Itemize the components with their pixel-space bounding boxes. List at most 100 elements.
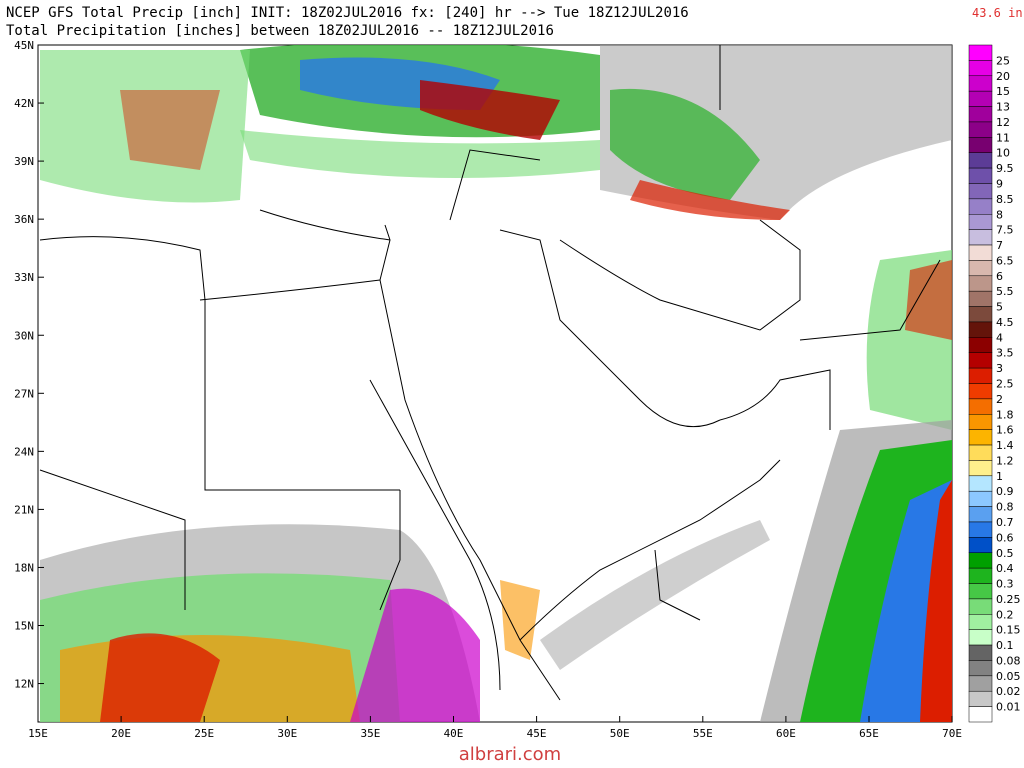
- legend-swatch: [968, 614, 993, 630]
- lat-label: 24N: [14, 445, 34, 458]
- legend-swatch: [968, 275, 993, 292]
- lat-label: 12N: [14, 678, 34, 691]
- lon-labels: 15E 20E 25E 30E 35E 40E 45E 50E 55E 60E 65E 70E: [28, 716, 962, 740]
- lon-label: 45E: [527, 727, 547, 740]
- legend-swatch: [968, 398, 993, 415]
- lat-label: 18N: [14, 561, 34, 574]
- lon-label: 20E: [111, 727, 131, 740]
- lat-label: 27N: [14, 387, 34, 400]
- legend-label: 9: [996, 177, 1003, 190]
- legend-swatch: [968, 598, 993, 615]
- legend-swatch: [968, 414, 993, 430]
- legend-label: 7.5: [996, 224, 1014, 237]
- lat-label: 33N: [14, 271, 34, 284]
- legend-label: 1: [996, 470, 1003, 483]
- legend-swatch: [968, 152, 993, 169]
- legend-swatch: [968, 137, 993, 153]
- legend-label: 0.25: [996, 593, 1021, 606]
- lat-label: 39N: [14, 155, 34, 168]
- lat-label: 36N: [14, 213, 34, 226]
- title: NCEP GFS Total Precip [inch] INIT: 18Z02…: [6, 5, 689, 21]
- lat-label: 15N: [14, 620, 34, 633]
- legend-swatch: [968, 537, 993, 554]
- legend: 252015131211109.598.587.576.565.554.543.…: [968, 44, 1021, 723]
- legend-label: 1.6: [996, 424, 1014, 437]
- legend-label: 2.5: [996, 378, 1014, 391]
- legend-label: 4: [996, 331, 1003, 344]
- legend-swatch: [968, 490, 993, 507]
- legend-swatch: [968, 306, 993, 323]
- legend-swatch: [968, 690, 993, 707]
- max-value: 43.6 in: [972, 6, 1023, 20]
- legend-swatch: [968, 583, 993, 600]
- lon-label: 40E: [444, 727, 464, 740]
- lon-label: 70E: [942, 727, 962, 740]
- subtitle: Total Precipitation [inches] between 18Z…: [6, 23, 554, 39]
- legend-label: 0.4: [996, 562, 1014, 575]
- legend-swatch: [968, 229, 993, 246]
- legend-label: 0.3: [996, 578, 1014, 591]
- legend-swatch: [968, 552, 993, 569]
- legend-label: 6.5: [996, 254, 1014, 267]
- legend-swatch: [968, 567, 993, 584]
- legend-label: 9.5: [996, 162, 1014, 175]
- legend-label: 4.5: [996, 316, 1014, 329]
- map: 45N 42N 39N 36N 33N 30N 27N 24N 21N 18N 15N 12N 15E…: [14, 39, 962, 740]
- legend-label: 0.01: [996, 701, 1021, 714]
- legend-label: 5.5: [996, 285, 1014, 298]
- legend-swatch: [968, 44, 993, 61]
- legend-swatch: [968, 475, 993, 492]
- lat-label: 42N: [14, 97, 34, 110]
- legend-swatch: [968, 321, 993, 338]
- legend-label: 8: [996, 208, 1003, 221]
- legend-label: 3: [996, 362, 1003, 375]
- legend-label: 3.5: [996, 347, 1014, 360]
- lon-label: 35E: [360, 727, 380, 740]
- legend-swatch: [968, 660, 993, 677]
- legend-swatch: [968, 367, 993, 384]
- legend-label: 12: [996, 116, 1010, 129]
- lon-label: 65E: [859, 727, 879, 740]
- legend-swatch: [968, 167, 993, 184]
- lat-labels: 45N 42N 39N 36N 33N 30N 27N 24N 21N 18N 15N 12N: [14, 39, 44, 691]
- legend-label: 0.1: [996, 639, 1014, 652]
- legend-swatch: [968, 352, 993, 369]
- legend-label: 7: [996, 239, 1003, 252]
- legend-swatch: [968, 383, 993, 400]
- legend-label: 6: [996, 270, 1003, 283]
- lon-label: 30E: [277, 727, 297, 740]
- lon-label: 50E: [610, 727, 630, 740]
- legend-label: 0.6: [996, 531, 1014, 544]
- legend-label: 1.4: [996, 439, 1014, 452]
- legend-label: 0.5: [996, 547, 1014, 560]
- legend-label: 0.8: [996, 501, 1014, 514]
- legend-swatch: [968, 521, 993, 538]
- legend-label: 10: [996, 147, 1010, 160]
- legend-label: 11: [996, 131, 1010, 144]
- legend-swatch: [968, 75, 993, 92]
- legend-label: 20: [996, 70, 1010, 83]
- legend-swatch: [968, 629, 993, 646]
- watermark: albrari.com: [459, 744, 561, 765]
- legend-label: 0.7: [996, 516, 1014, 529]
- legend-label: 15: [996, 85, 1010, 98]
- legend-swatch: [968, 214, 993, 230]
- legend-label: 0.02: [996, 685, 1021, 698]
- lon-label: 15E: [28, 727, 48, 740]
- lon-label: 25E: [194, 727, 214, 740]
- legend-label: 0.2: [996, 608, 1014, 621]
- legend-swatch: [968, 106, 993, 123]
- legend-swatch: [968, 60, 993, 77]
- legend-swatch: [968, 290, 993, 307]
- lat-label: 45N: [14, 39, 34, 52]
- legend-label: 1.8: [996, 408, 1014, 421]
- legend-swatch: [968, 429, 993, 446]
- legend-swatch: [968, 183, 993, 200]
- legend-swatch: [968, 337, 993, 353]
- legend-label: 2: [996, 393, 1003, 406]
- legend-label: 0.05: [996, 670, 1021, 683]
- legend-swatch: [968, 90, 993, 107]
- legend-swatch: [968, 675, 993, 692]
- lon-label: 60E: [776, 727, 796, 740]
